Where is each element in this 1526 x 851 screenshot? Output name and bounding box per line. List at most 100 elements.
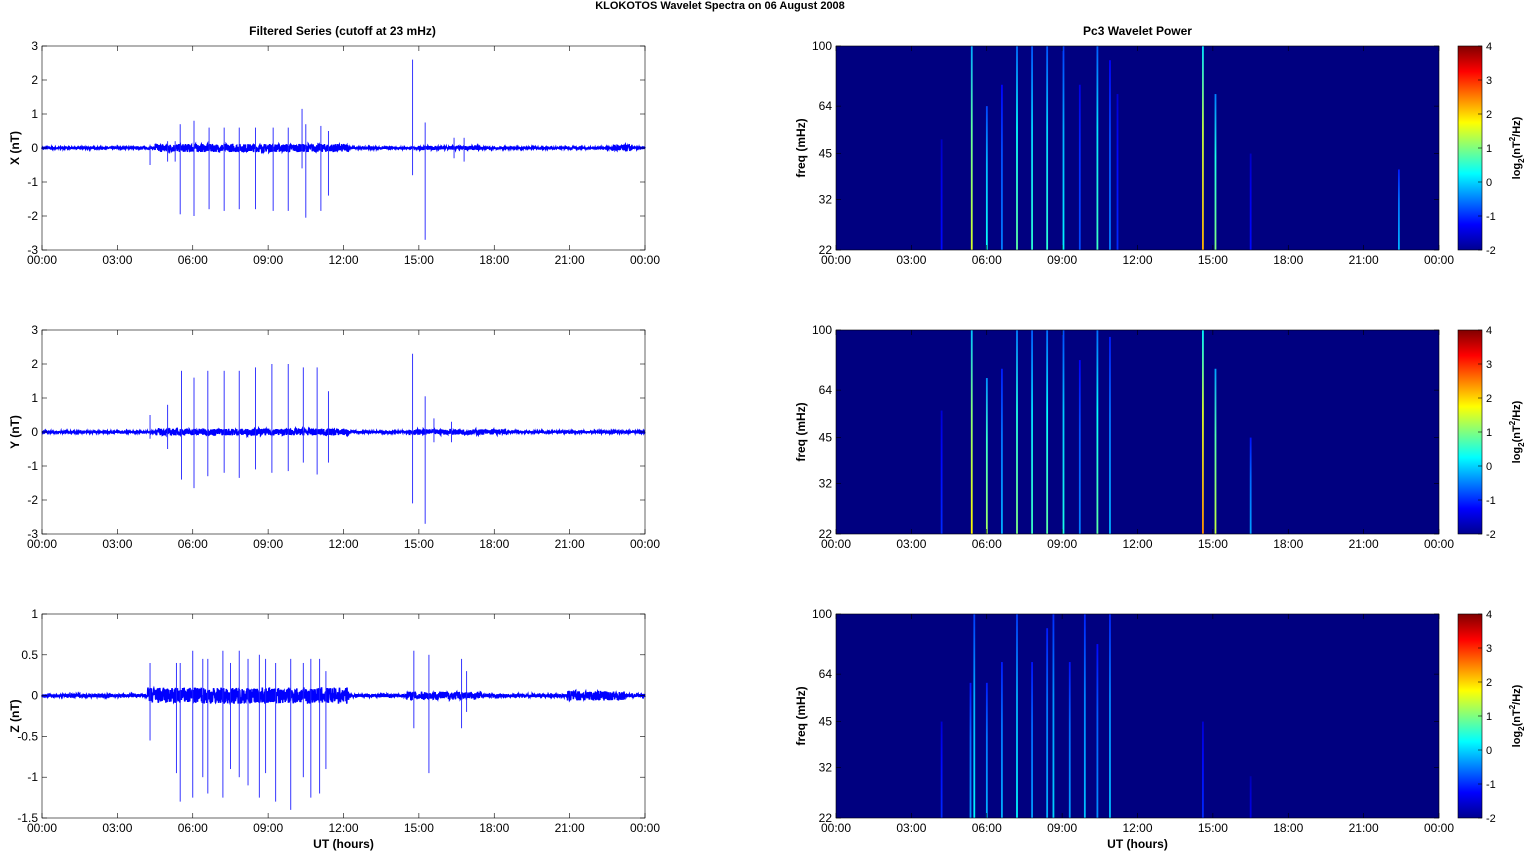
panel-series-3: 00:00 03:00 06:00 09:00 12:00 15:00 18:00 21:00… <box>8 607 660 851</box>
plot-area <box>836 46 1439 250</box>
y-tick-label: 45 <box>819 147 833 161</box>
x-tick-label: 00:00 <box>630 537 660 551</box>
wavelet-power-stripe <box>1046 330 1049 534</box>
colorbar-tick-label: 2 <box>1486 677 1492 689</box>
y-axis-label: Z (nT) <box>8 699 22 732</box>
wavelet-power-stripe <box>985 682 988 818</box>
y-tick-label: 3 <box>31 323 38 337</box>
y-tick-label: 64 <box>819 667 833 681</box>
x-tick-label: 15:00 <box>1198 537 1228 551</box>
y-tick-label: 32 <box>819 761 833 775</box>
wavelet-power-stripe <box>1001 662 1003 818</box>
x-tick-label: 00:00 <box>27 253 57 267</box>
x-tick-label: 18:00 <box>479 821 509 835</box>
plot-area <box>42 614 645 818</box>
x-tick-label: 15:00 <box>1198 821 1228 835</box>
y-tick-label: 32 <box>819 477 833 491</box>
panel-series-2: 00:00 03:00 06:00 09:00 12:00 15:00 18:00 21:00… <box>8 323 660 551</box>
panel-series-1: 00:00 03:00 06:00 09:00 12:00 15:00 18:00 21:00… <box>8 24 660 267</box>
colorbar-tick-label: 4 <box>1486 41 1492 53</box>
x-tick-label: 12:00 <box>1122 253 1152 267</box>
colorbar-tick-label: -2 <box>1486 529 1496 541</box>
wavelet-power-stripe <box>1046 46 1049 250</box>
x-tick-label: 09:00 <box>253 537 283 551</box>
y-tick-label: 45 <box>819 715 833 729</box>
x-tick-label: 06:00 <box>178 821 208 835</box>
x-tick-label: 03:00 <box>896 821 926 835</box>
series-line <box>41 685 646 706</box>
x-tick-label: 00:00 <box>821 537 851 551</box>
y-tick-label: -2 <box>27 493 38 507</box>
colorbar-tick-label: 0 <box>1486 177 1492 189</box>
figure-title: KLOKOTOS Wavelet Spectra on 06 August 20… <box>595 0 845 12</box>
wavelet-power-stripe <box>1249 437 1252 534</box>
x-tick-label: 21:00 <box>1349 253 1379 267</box>
x-tick-label: 21:00 <box>555 821 585 835</box>
x-tick-label: 18:00 <box>1273 537 1303 551</box>
y-axis-label: freq (mHz) <box>794 402 808 461</box>
colorbar-tick-label: -1 <box>1486 779 1496 791</box>
y-axis-label: freq (mHz) <box>794 118 808 177</box>
x-tick-label: 00:00 <box>821 253 851 267</box>
x-tick-label: 06:00 <box>178 253 208 267</box>
y-tick-label: 100 <box>812 607 832 621</box>
x-tick-label: 00:00 <box>1424 253 1454 267</box>
y-tick-label: 0 <box>31 689 38 703</box>
y-tick-label: 32 <box>819 193 833 207</box>
x-tick-label: 09:00 <box>253 821 283 835</box>
wavelet-power-stripe <box>970 330 973 534</box>
colorbar-tick-label: 1 <box>1486 427 1492 439</box>
wavelet-power-stripe <box>1249 776 1252 818</box>
wavelet-power-stripe <box>1031 46 1033 250</box>
wavelet-power-stripe <box>1202 330 1204 534</box>
panel-title: Filtered Series (cutoff at 23 mHz) <box>249 24 436 38</box>
wavelet-power-stripe <box>1109 336 1111 534</box>
colorbar-tick-label: -2 <box>1486 813 1496 825</box>
y-tick-label: 64 <box>819 383 833 397</box>
wavelet-power-stripe <box>1109 614 1111 818</box>
wavelet-power-stripe <box>985 106 988 250</box>
y-tick-label: 3 <box>31 39 38 53</box>
wavelet-power-stripe <box>1052 614 1055 818</box>
colorbar-tick-label: 3 <box>1486 359 1492 371</box>
wavelet-power-stripe <box>1398 169 1400 250</box>
x-tick-label: 00:00 <box>27 821 57 835</box>
colorbar-tick-label: 0 <box>1486 745 1492 757</box>
y-tick-label: 22 <box>819 811 833 825</box>
x-tick-label: 18:00 <box>1273 253 1303 267</box>
series-line <box>41 425 646 439</box>
wavelet-power-stripe <box>940 139 943 250</box>
wavelet-power-stripe <box>1016 614 1018 818</box>
y-tick-label: 1 <box>31 107 38 121</box>
panel-title: Pc3 Wavelet Power <box>1083 24 1192 38</box>
y-tick-label: 100 <box>812 323 832 337</box>
x-tick-label: 00:00 <box>27 537 57 551</box>
x-tick-label: 00:00 <box>630 821 660 835</box>
x-tick-label: 21:00 <box>555 537 585 551</box>
x-tick-label: 00:00 <box>630 253 660 267</box>
x-tick-label: 03:00 <box>896 253 926 267</box>
wavelet-power-stripe <box>973 614 976 818</box>
plot-area <box>836 614 1439 818</box>
x-tick-label: 03:00 <box>102 253 132 267</box>
x-tick-label: 06:00 <box>972 821 1002 835</box>
x-tick-label: 06:00 <box>178 537 208 551</box>
x-tick-label: 15:00 <box>1198 253 1228 267</box>
y-tick-label: 64 <box>819 99 833 113</box>
colorbar-tick-label: -1 <box>1486 495 1496 507</box>
wavelet-power-stripe <box>1031 330 1033 534</box>
series-line <box>41 140 646 155</box>
x-tick-label: 00:00 <box>821 821 851 835</box>
y-tick-label: 1 <box>31 607 38 621</box>
x-tick-label: 12:00 <box>328 537 358 551</box>
x-tick-label: 21:00 <box>1349 821 1379 835</box>
wavelet-power-stripe <box>1249 153 1252 250</box>
wavelet-power-stripe <box>1109 60 1111 251</box>
wavelet-power-stripe <box>1001 84 1003 250</box>
colorbar-tick-label: 4 <box>1486 609 1492 621</box>
y-tick-label: -1 <box>27 175 38 189</box>
wavelet-power-stripe <box>1078 84 1081 250</box>
